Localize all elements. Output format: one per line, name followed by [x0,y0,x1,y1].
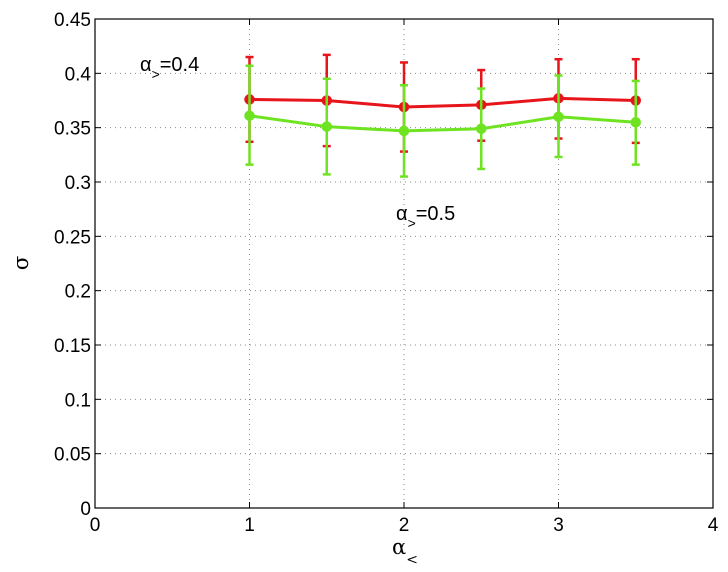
x-tick-label: 2 [399,515,410,536]
data-point [398,125,410,137]
series-line [249,96,636,109]
annotation-series-1-subscript: > [152,66,160,82]
data-point [476,123,487,135]
x-axis-label-symbol: α [392,535,406,559]
annotation-series-2-value: =0.5 [416,203,455,225]
y-tick-label: 0.35 [54,119,91,140]
y-tick-label: 0.15 [54,336,91,357]
x-tick-label: 0 [90,515,101,536]
y-tick-label: 0.45 [54,10,91,31]
annotation-series-2-subscript: > [408,215,416,231]
series-2 [244,64,641,178]
y-tick-label: 0.2 [65,282,91,303]
data-point [553,111,564,123]
annotation-series-1-symbol: α [140,54,152,76]
annotation-series-2-symbol: α [396,203,408,225]
y-tick-label: 0.1 [65,390,91,411]
grid-layer [95,19,713,508]
series-line [249,114,636,133]
y-tick-label: 0.05 [54,445,91,466]
annotation-series-1-value: =0.4 [160,54,199,76]
x-axis-label-subscript: < [406,552,418,568]
tick-layer: 0 0.05 0.1 0.15 0.2 0.25 0.3 0.35 0.4 0.45 0 1 2 3 4 [54,10,719,536]
annotation-series-2: α>=0.5 [396,203,455,231]
y-tick-label: 0.25 [54,227,91,248]
series-1 [244,53,641,153]
x-axis-label: α< [392,535,418,568]
y-axis-label: σ [9,256,33,270]
series-layer [244,53,641,178]
annotation-series-1: α>=0.4 [140,54,199,82]
y-tick-label: 0.4 [65,64,92,85]
x-tick-label: 1 [244,515,255,536]
data-point [321,121,332,132]
y-tick-label: 0 [80,499,91,520]
x-tick-label: 4 [708,515,719,536]
data-point [244,110,255,121]
y-tick-label: 0.3 [65,173,91,194]
data-point [630,116,641,128]
x-tick-label: 3 [553,515,564,536]
